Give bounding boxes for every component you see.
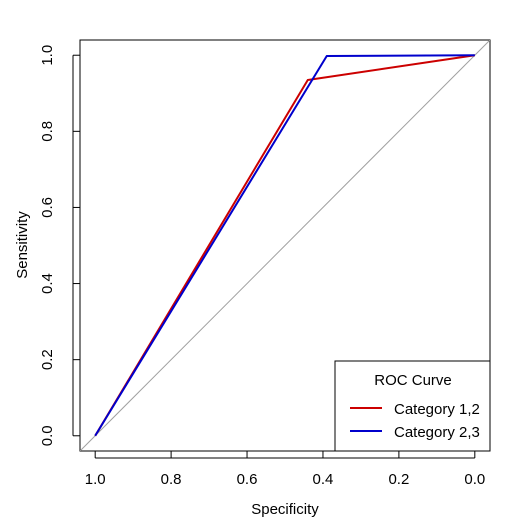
y-tick-label: 1.0 bbox=[39, 45, 56, 66]
y-axis: 0.0 0.2 0.4 0.6 0.8 1.0 bbox=[39, 45, 80, 446]
legend-label-2: Category 2,3 bbox=[394, 424, 480, 441]
legend: ROC Curve Category 1,2 Category 2,3 bbox=[334, 360, 491, 452]
x-tick-label: 0.0 bbox=[464, 471, 485, 488]
x-tick-label: 0.2 bbox=[388, 471, 409, 488]
series-layer bbox=[94, 54, 475, 437]
reference-diagonal bbox=[80, 40, 490, 451]
x-axis: 1.0 0.8 0.6 0.4 0.2 0.0 bbox=[85, 451, 485, 488]
plot-frame bbox=[79, 39, 491, 452]
y-tick-label: 0.0 bbox=[39, 425, 56, 446]
x-tick-label: 0.8 bbox=[161, 471, 182, 488]
series-line-1 bbox=[94, 54, 475, 437]
x-tick-label: 1.0 bbox=[85, 471, 106, 488]
reference-line bbox=[80, 40, 490, 451]
y-tick-label: 0.4 bbox=[39, 273, 56, 294]
x-tick-label: 0.4 bbox=[313, 471, 334, 488]
legend-label-1: Category 1,2 bbox=[394, 401, 480, 418]
x-tick-label: 0.6 bbox=[237, 471, 258, 488]
y-tick-label: 0.6 bbox=[39, 197, 56, 218]
y-tick-label: 0.2 bbox=[39, 349, 56, 370]
y-tick-label: 0.8 bbox=[39, 121, 56, 142]
x-axis-title: Specificity bbox=[251, 501, 319, 518]
legend-entries: Category 1,2 Category 2,3 bbox=[350, 401, 480, 441]
legend-box bbox=[334, 360, 491, 452]
legend-title: ROC Curve bbox=[374, 372, 452, 389]
series-line-2 bbox=[94, 54, 475, 437]
y-axis-title: Sensitivity bbox=[14, 211, 31, 279]
